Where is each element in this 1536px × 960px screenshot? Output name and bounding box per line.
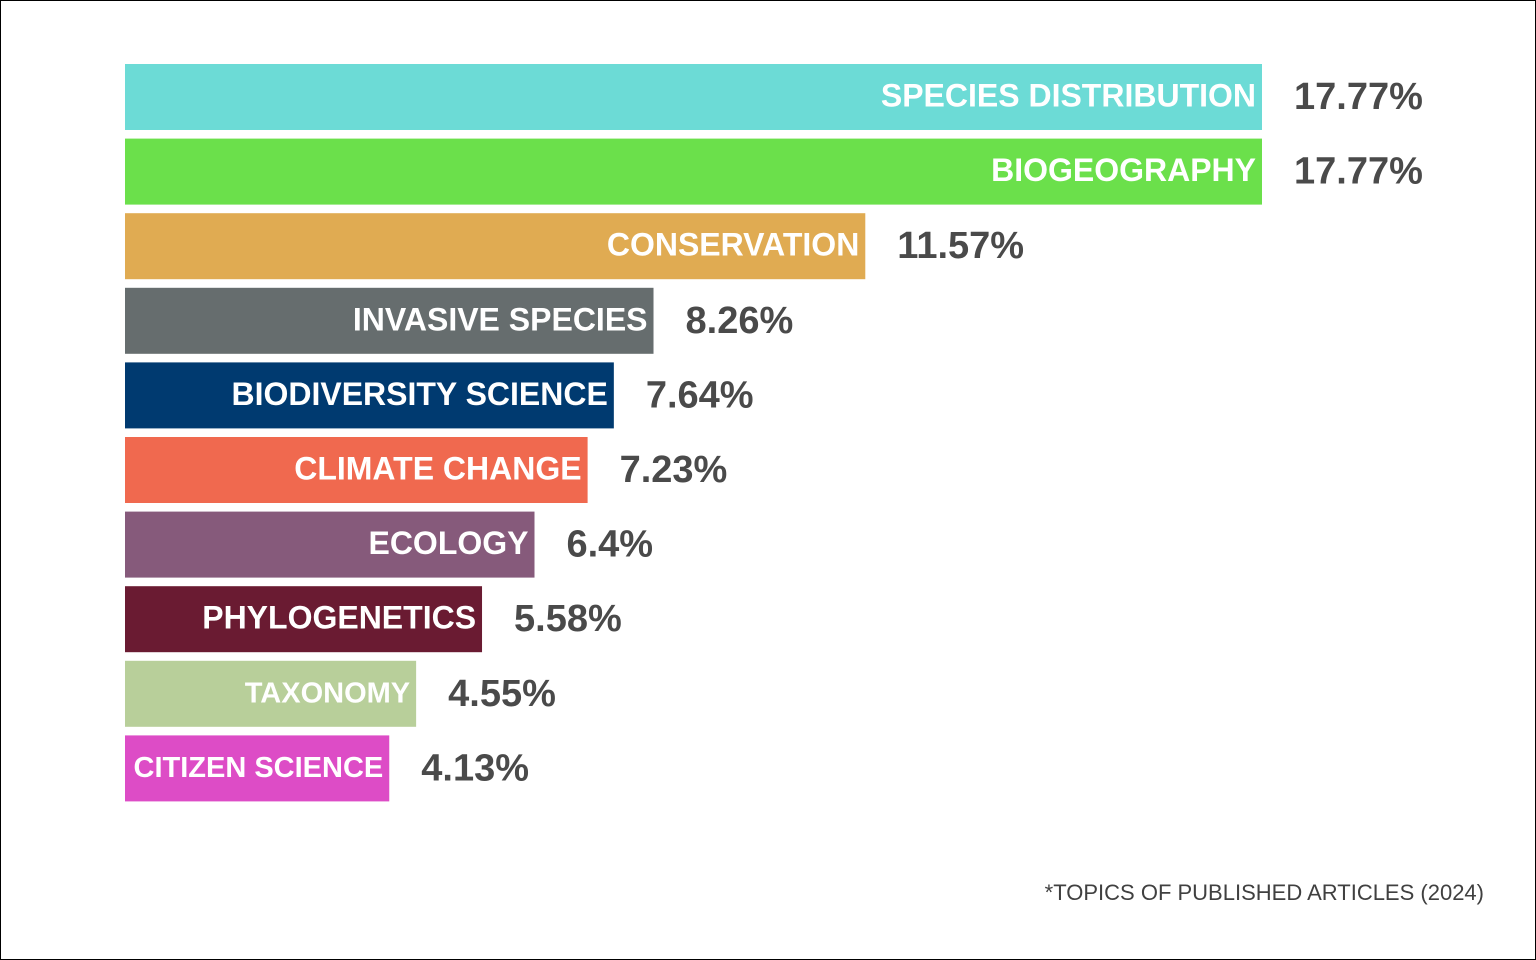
bar-invasive-species bbox=[125, 287, 654, 354]
bar-category-label: CITIZEN SCIENCE bbox=[134, 752, 384, 784]
bar-category-label: PHYLOGENETICS bbox=[202, 600, 476, 636]
bar-value-label: 4.13% bbox=[421, 747, 529, 789]
bar-category-label: ECOLOGY bbox=[368, 525, 528, 561]
bar-value-label: 7.64% bbox=[646, 374, 754, 416]
bar-conservation bbox=[125, 213, 866, 280]
bar-biodiversity-science bbox=[125, 362, 614, 429]
bar-phylogenetics bbox=[125, 586, 483, 653]
bar-taxonomy bbox=[125, 660, 417, 727]
bar-category-label: SPECIES DISTRIBUTION bbox=[881, 77, 1256, 113]
bar-category-label: BIOGEOGRAPHY bbox=[991, 152, 1256, 188]
bar-biogeography bbox=[125, 138, 1262, 205]
bar-value-label: 7.23% bbox=[620, 449, 728, 491]
bar-category-label: TAXONOMY bbox=[245, 677, 410, 709]
bar-value-label: 17.77% bbox=[1294, 76, 1423, 118]
bar-ecology bbox=[125, 511, 535, 578]
bar-climate-change bbox=[125, 437, 588, 503]
bar-category-label: CONSERVATION bbox=[607, 227, 859, 263]
bar-category-label: CLIMATE CHANGE bbox=[294, 450, 581, 486]
bar-citizen-science bbox=[125, 735, 390, 802]
bar-category-label: INVASIVE SPECIES bbox=[353, 301, 648, 337]
bar-value-label: 17.77% bbox=[1294, 151, 1423, 193]
bar-value-label: 5.58% bbox=[514, 598, 622, 640]
bar-category-label: BIODIVERSITY SCIENCE bbox=[231, 376, 607, 412]
footnote: *TOPICS OF PUBLISHED ARTICLES (2024) bbox=[1044, 880, 1484, 905]
bar-value-label: 11.57% bbox=[897, 225, 1024, 267]
bar-value-label: 6.4% bbox=[566, 524, 653, 566]
bar-value-label: 8.26% bbox=[686, 300, 794, 342]
bar-value-label: 4.55% bbox=[448, 673, 556, 715]
bar-species-distribution bbox=[125, 64, 1262, 130]
